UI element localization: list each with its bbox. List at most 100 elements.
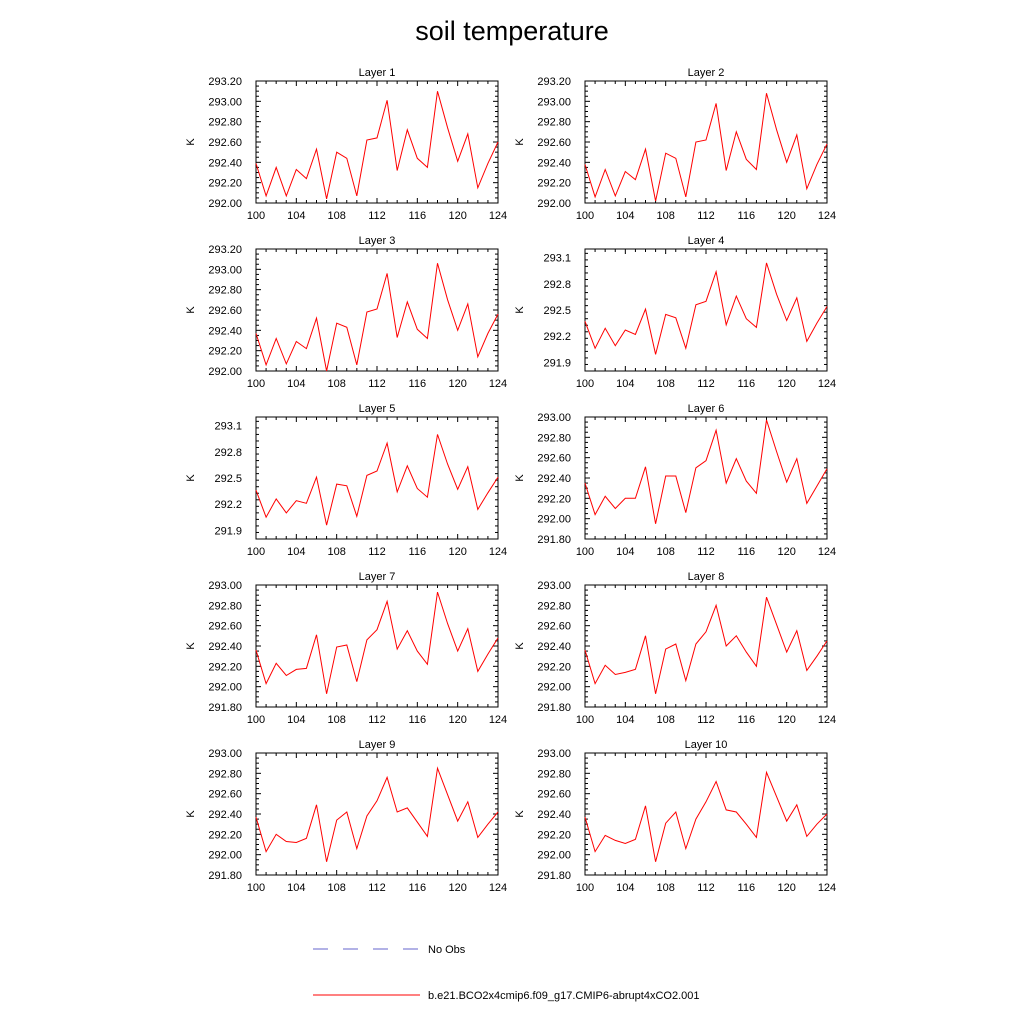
y-tick-label: 291.80	[208, 870, 242, 882]
y-tick-label: 293.00	[537, 412, 571, 424]
y-tick-label: 292.00	[208, 682, 242, 694]
x-tick-label: 124	[818, 378, 836, 390]
y-tick-label: 292.20	[537, 829, 571, 841]
y-tick-label: 292.20	[537, 178, 571, 190]
y-tick-label: 291.80	[537, 534, 571, 546]
panel-title: Layer 7	[359, 571, 396, 583]
y-axis-label: K	[514, 810, 526, 818]
y-tick-label: 292.40	[537, 473, 571, 485]
x-tick-label: 120	[777, 378, 795, 390]
x-tick-label: 124	[489, 882, 507, 894]
x-tick-label: 116	[738, 714, 756, 726]
y-tick-label: 292.2	[543, 331, 571, 343]
x-tick-label: 116	[738, 210, 756, 222]
figure-title: soil temperature	[415, 16, 609, 46]
series-line-layer-5	[255, 434, 499, 526]
x-tick-label: 116	[409, 546, 427, 558]
y-tick-label: 292.00	[208, 198, 242, 210]
panel-title: Layer 4	[688, 235, 725, 247]
y-tick-label: 293.00	[208, 264, 242, 276]
legend-label-model-run: b.e21.BCO2x4cmip6.f09_g17.CMIP6-abrupt4x…	[428, 990, 700, 1002]
series-line-layer-10	[584, 770, 828, 862]
y-tick-label: 292.00	[537, 850, 571, 862]
y-tick-label: 292.40	[208, 641, 242, 653]
x-tick-label: 100	[247, 714, 265, 726]
x-tick-label: 104	[616, 210, 634, 222]
x-tick-label: 108	[656, 378, 674, 390]
x-tick-label: 104	[616, 882, 634, 894]
y-tick-label: 293.00	[208, 748, 242, 760]
y-tick-label: 292.20	[208, 178, 242, 190]
y-axis-label: K	[514, 474, 526, 482]
x-tick-label: 108	[656, 210, 674, 222]
y-tick-label: 291.80	[537, 870, 571, 882]
x-tick-label: 124	[489, 210, 507, 222]
legend-label-no-obs: No Obs	[428, 944, 466, 956]
panel-layer-8: Layer 8 K 100 104 108 112 116 120 124 291.80 292.0…	[514, 571, 836, 726]
x-tick-label: 104	[287, 546, 305, 558]
x-tick-label: 112	[368, 714, 386, 726]
y-tick-label: 293.00	[537, 96, 571, 108]
y-tick-label: 292.40	[537, 641, 571, 653]
y-tick-label: 292.80	[208, 768, 242, 780]
y-tick-label: 292.60	[208, 305, 242, 317]
x-tick-label: 124	[489, 378, 507, 390]
series-line-layer-7	[255, 591, 499, 694]
y-tick-label: 292.60	[208, 621, 242, 633]
series-line-layer-9	[255, 766, 499, 862]
panel-title: Layer 8	[688, 571, 725, 583]
x-tick-label: 120	[777, 210, 795, 222]
x-tick-label: 100	[247, 210, 265, 222]
series-line-layer-2	[584, 93, 828, 202]
x-tick-label: 120	[777, 882, 795, 894]
x-tick-label: 116	[409, 378, 427, 390]
panel-layer-5: Layer 5 K 100 104 108 112 116 120 124 291.9 292.2 2…	[185, 403, 507, 558]
panel-layer-6: Layer 6 K 100 104 108 112 116 120 124 291.80 292.0…	[514, 403, 836, 558]
y-tick-label: 292.40	[537, 157, 571, 169]
y-tick-label: 292.8	[214, 447, 242, 459]
x-tick-label: 116	[409, 210, 427, 222]
y-axis-label: K	[185, 306, 197, 314]
x-tick-label: 108	[327, 882, 345, 894]
x-tick-label: 108	[656, 546, 674, 558]
plot-frame	[584, 416, 828, 540]
x-tick-label: 112	[697, 546, 715, 558]
x-tick-label: 100	[247, 882, 265, 894]
y-tick-label: 292.2	[214, 499, 242, 511]
panel-title: Layer 3	[359, 235, 396, 247]
x-tick-label: 108	[327, 210, 345, 222]
y-axis-label: K	[514, 642, 526, 650]
x-tick-label: 124	[818, 714, 836, 726]
plot-frame	[255, 248, 499, 372]
x-tick-label: 112	[368, 882, 386, 894]
plot-frame	[255, 80, 499, 204]
x-tick-label: 100	[576, 882, 594, 894]
x-tick-label: 120	[448, 882, 466, 894]
x-tick-label: 100	[247, 378, 265, 390]
y-tick-label: 292.60	[537, 453, 571, 465]
y-tick-label: 292.00	[537, 682, 571, 694]
x-tick-label: 124	[818, 546, 836, 558]
y-tick-label: 292.60	[537, 137, 571, 149]
y-tick-label: 293.00	[537, 580, 571, 592]
x-tick-label: 120	[448, 210, 466, 222]
y-tick-label: 292.40	[208, 809, 242, 821]
x-tick-label: 116	[738, 378, 756, 390]
y-tick-label: 292.5	[214, 473, 242, 485]
x-tick-label: 112	[368, 378, 386, 390]
x-tick-label: 104	[616, 714, 634, 726]
plot-frame	[584, 248, 828, 372]
y-tick-label: 292.40	[208, 157, 242, 169]
series-line-layer-3	[255, 263, 499, 372]
y-axis-label: K	[185, 138, 197, 146]
panel-layer-9: Layer 9 K 100 104 108 112 116 120 124 291.80 292.0…	[185, 739, 507, 894]
x-tick-label: 112	[368, 546, 386, 558]
panel-title: Layer 9	[359, 739, 396, 751]
x-tick-label: 124	[489, 714, 507, 726]
x-tick-label: 116	[409, 714, 427, 726]
y-tick-label: 293.1	[214, 421, 242, 433]
y-tick-label: 293.00	[208, 96, 242, 108]
panel-layer-4: Layer 4 K 100 104 108 112 116 120 124 291.9 292.2 2…	[514, 235, 836, 390]
y-tick-label: 291.9	[214, 525, 242, 537]
